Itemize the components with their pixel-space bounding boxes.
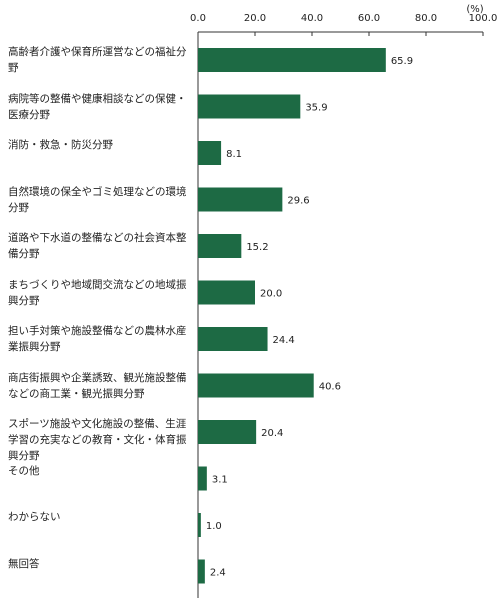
category-label: 道路や下水道の整備などの社会資本整備分野 xyxy=(8,232,187,260)
category-label: わからない xyxy=(8,511,61,523)
bar xyxy=(198,280,255,305)
bar xyxy=(198,373,314,398)
value-label: 65.9 xyxy=(391,56,413,67)
category-label: 自然環境の保全やゴミ処理などの環境分野 xyxy=(8,185,187,214)
value-label: 20.4 xyxy=(261,428,283,439)
bar xyxy=(198,559,205,584)
bar xyxy=(198,48,386,72)
bar xyxy=(198,187,283,212)
bar xyxy=(198,327,268,351)
category-label: まちづくりや地域間交流などの地域振興分野 xyxy=(8,278,187,307)
x-tick-label: 40.0 xyxy=(301,13,323,24)
category-label: 商店街振興や企業誘致、観光施設整備などの商工業・観光振興分野 xyxy=(8,371,187,400)
category-label: 高齢者介護や保育所運営などの福祉分野 xyxy=(8,46,187,74)
x-tick-label: 80.0 xyxy=(415,13,437,24)
category-label: 無回答 xyxy=(8,557,40,570)
x-tick-label: 100.0 xyxy=(469,13,498,24)
category-label: 消防・救急・防災分野 xyxy=(8,139,113,151)
value-label: 24.4 xyxy=(273,335,295,346)
bar xyxy=(198,94,301,119)
value-label: 2.4 xyxy=(210,568,226,579)
unit-label: (%) xyxy=(466,4,483,15)
category-label: スポーツ施設や文化施設の整備、生涯学習の充実などの教育・文化・体育振興分野 xyxy=(8,418,187,462)
category-label: 担い手対策や施設整備などの農林水産業振興分野 xyxy=(8,325,187,353)
bar xyxy=(198,141,222,165)
bar xyxy=(198,466,207,491)
x-tick-label: 60.0 xyxy=(358,13,380,24)
x-tick-label: 0.0 xyxy=(190,13,206,24)
x-tick-label: 20.0 xyxy=(244,13,266,24)
value-label: 1.0 xyxy=(206,521,222,532)
value-label: 20.0 xyxy=(260,289,282,300)
category-label: 病院等の整備や健康相談などの保健・医療分野 xyxy=(8,92,187,121)
value-label: 3.1 xyxy=(212,475,228,486)
value-label: 40.6 xyxy=(319,382,341,393)
bar xyxy=(198,234,242,258)
value-label: 15.2 xyxy=(246,242,268,253)
bar xyxy=(198,513,201,537)
value-label: 29.6 xyxy=(287,196,309,207)
value-label: 35.9 xyxy=(305,103,327,114)
value-label: 8.1 xyxy=(226,149,242,160)
category-label: その他 xyxy=(8,464,40,477)
bar xyxy=(198,420,257,444)
